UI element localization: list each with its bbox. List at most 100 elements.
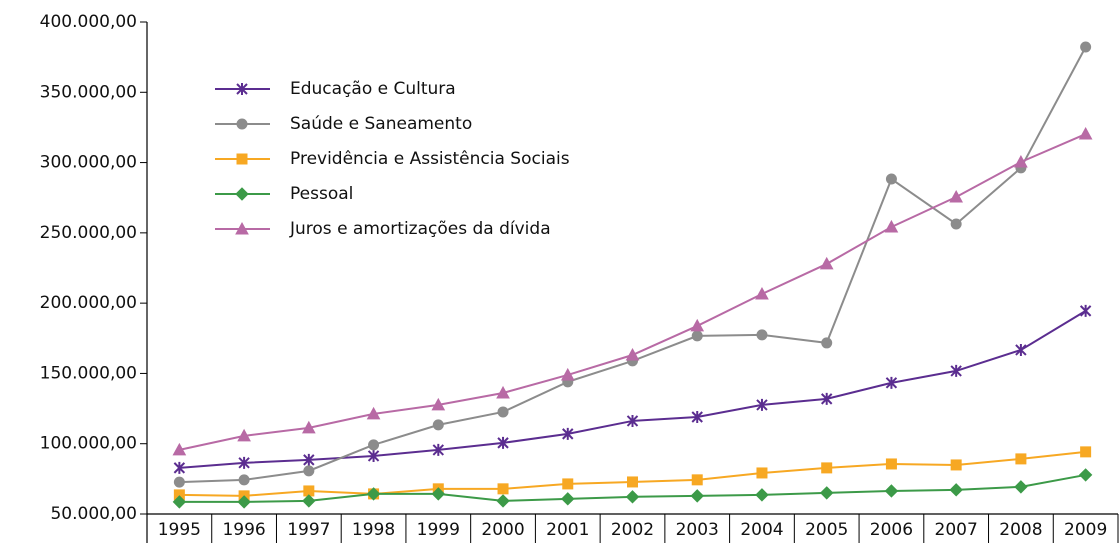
x-tick-label: 2003 <box>676 520 719 540</box>
point <box>821 462 833 474</box>
point <box>1014 154 1028 168</box>
y-tick-label: 150.000,00 <box>40 363 137 383</box>
legend-marker <box>235 187 249 201</box>
point <box>302 494 316 508</box>
point <box>562 478 574 490</box>
point <box>432 443 445 456</box>
point <box>755 488 769 502</box>
x-tick-label: 1997 <box>287 520 330 540</box>
x-tick-label: 2009 <box>1064 520 1107 540</box>
point <box>432 419 444 431</box>
point <box>756 398 768 411</box>
point <box>238 474 250 486</box>
point <box>1015 453 1027 465</box>
point <box>884 484 899 498</box>
point <box>950 364 962 377</box>
point <box>950 218 962 230</box>
point <box>1080 41 1092 53</box>
point <box>819 486 834 500</box>
point <box>238 456 250 469</box>
point <box>173 461 186 474</box>
x-tick-label: 2006 <box>870 520 913 540</box>
point <box>885 173 897 185</box>
series-line <box>179 310 1087 469</box>
x-tick-label: 2005 <box>805 520 848 540</box>
x-tick-label: 1999 <box>417 520 460 540</box>
x-tick-label: 1995 <box>158 520 201 540</box>
x-tick-label: 2000 <box>481 520 524 540</box>
point <box>366 406 381 420</box>
x-tick-label: 2001 <box>546 520 589 540</box>
y-tick-label: 200.000,00 <box>40 293 137 313</box>
legend-label: Pessoal <box>290 184 353 204</box>
point <box>497 436 509 449</box>
point <box>562 427 574 440</box>
point <box>368 439 380 451</box>
legend-marker <box>236 118 248 130</box>
legend-label: Previdência e Assistência Sociais <box>290 149 570 169</box>
point <box>820 392 833 405</box>
point <box>691 474 703 486</box>
x-tick-label: 2008 <box>999 520 1042 540</box>
point <box>303 465 315 477</box>
point <box>819 256 834 270</box>
point <box>949 483 963 497</box>
point <box>821 337 833 349</box>
point <box>950 459 962 471</box>
point <box>561 492 575 506</box>
point <box>431 397 446 411</box>
point <box>625 347 640 361</box>
point <box>690 489 704 503</box>
point <box>1079 304 1092 317</box>
point <box>367 449 380 462</box>
point <box>497 483 509 495</box>
x-tick-label: 2007 <box>935 520 978 540</box>
point <box>885 458 897 470</box>
point <box>1015 343 1027 356</box>
legend-marker <box>236 153 248 165</box>
legend-label: Educação e Cultura <box>290 79 456 99</box>
y-tick-label: 400.000,00 <box>40 12 137 32</box>
point <box>172 442 187 456</box>
point <box>1080 446 1092 458</box>
legend-marker <box>236 83 248 95</box>
point <box>690 318 705 332</box>
x-tick-label: 1998 <box>352 520 395 540</box>
legend-label: Juros e amortizações da dívida <box>289 219 551 239</box>
point <box>237 428 251 442</box>
point <box>560 367 575 381</box>
point <box>1078 468 1093 482</box>
point <box>301 420 316 434</box>
series-line <box>179 133 1087 451</box>
x-tick-label: 2002 <box>611 520 654 540</box>
point <box>496 385 510 399</box>
x-tick-label: 1996 <box>222 520 265 540</box>
point <box>172 495 187 509</box>
point <box>691 330 703 342</box>
y-tick-label: 350.000,00 <box>40 82 137 102</box>
point <box>1014 480 1028 494</box>
point <box>949 189 964 203</box>
point <box>625 490 640 504</box>
point <box>237 495 251 509</box>
y-tick-label: 250.000,00 <box>40 223 137 243</box>
point <box>626 414 639 427</box>
point <box>627 476 638 488</box>
point <box>1078 126 1093 140</box>
point <box>431 487 446 501</box>
point <box>755 286 769 300</box>
point <box>303 453 315 466</box>
point <box>885 376 898 389</box>
legend-label: Saúde e Saneamento <box>290 114 472 134</box>
point <box>884 219 899 233</box>
y-tick-label: 50.000,00 <box>50 504 137 524</box>
y-tick-label: 100.000,00 <box>40 434 137 454</box>
point <box>756 467 768 479</box>
y-tick-label: 300.000,00 <box>40 153 137 173</box>
legend-marker <box>235 221 249 235</box>
point <box>756 329 768 341</box>
point <box>173 476 185 488</box>
point <box>496 494 510 508</box>
x-tick-label: 2004 <box>740 520 783 540</box>
point <box>366 487 381 501</box>
